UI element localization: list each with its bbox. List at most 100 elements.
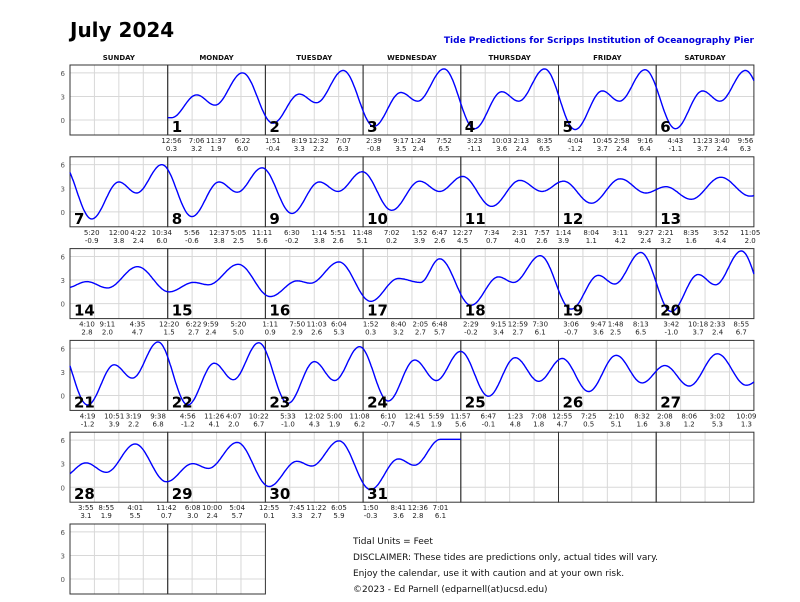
tide-height: 5.3 — [712, 420, 723, 428]
day-number: 14 — [74, 302, 95, 320]
tide-height: 5.1 — [357, 237, 368, 245]
tide-time: 12:36 — [408, 504, 429, 512]
tide-height: 4.0 — [514, 237, 525, 245]
tide-time: 7:34 — [484, 229, 500, 237]
tide-curve — [167, 72, 267, 119]
y-tick-label: 3 — [61, 93, 65, 101]
tide-height: 6.1 — [435, 512, 446, 520]
tide-time: 9:27 — [638, 229, 654, 237]
tide-height: 3.8 — [314, 237, 325, 245]
tide-height: 6.5 — [539, 145, 550, 153]
tide-height: 2.4 — [205, 329, 217, 337]
tide-height: 3.3 — [294, 145, 305, 153]
day-number: 10 — [367, 210, 388, 228]
tide-time: 4:07 — [226, 412, 242, 420]
tide-time: 1:14 — [311, 229, 327, 237]
tide-time: 8:19 — [291, 137, 307, 145]
tide-height: 0.1 — [264, 512, 275, 520]
tide-time: 7:57 — [534, 229, 550, 237]
tide-time: 6:08 — [185, 504, 201, 512]
tide-time: 3:19 — [126, 412, 142, 420]
tide-height: 5.5 — [130, 512, 141, 520]
tide-time: 10:09 — [736, 412, 756, 420]
tide-curve — [655, 176, 755, 201]
tide-time: 12:02 — [304, 412, 324, 420]
tide-time: 11:26 — [204, 412, 225, 420]
day-number: 8 — [172, 210, 182, 228]
tide-height: 3.9 — [109, 420, 120, 428]
tide-time: 7:01 — [433, 504, 449, 512]
tide-time: 8:35 — [683, 229, 699, 237]
tide-height: 3.0 — [187, 512, 198, 520]
tide-time: 9:47 — [590, 321, 606, 329]
units-note: Tidal Units = Feet — [353, 537, 433, 547]
tide-time: 12:56 — [161, 137, 182, 145]
weekday-header: TUESDAY — [296, 54, 333, 62]
tide-height: 2.8 — [81, 329, 92, 337]
tide-time: 1:14 — [556, 229, 572, 237]
tide-height: 2.4 — [207, 512, 219, 520]
tide-curve — [460, 175, 559, 207]
tide-height: 3.9 — [414, 237, 425, 245]
tide-height: 6.8 — [153, 420, 164, 428]
tide-height: 3.5 — [395, 145, 406, 153]
tide-curve — [264, 440, 364, 488]
tide-height: -1.1 — [468, 145, 482, 153]
tide-time: 1:23 — [507, 412, 523, 420]
tide-time: 11:48 — [352, 229, 372, 237]
weekday-header: SUNDAY — [103, 54, 136, 62]
tide-time: 2:08 — [657, 412, 673, 420]
tide-time: 6:04 — [331, 321, 347, 329]
tide-height: -0.2 — [285, 237, 299, 245]
tide-time: 11:57 — [451, 412, 471, 420]
tide-height: 1.9 — [211, 145, 222, 153]
tide-height: 3.7 — [697, 145, 708, 153]
day-number: 24 — [367, 393, 388, 411]
tide-time: 3:52 — [713, 229, 729, 237]
tide-height: -1.0 — [664, 329, 678, 337]
tide-time: 6:47 — [432, 229, 448, 237]
tide-curve — [69, 164, 169, 220]
tide-height: 1.6 — [686, 237, 698, 245]
tide-time: 5:00 — [327, 412, 343, 420]
tide-time: 12:37 — [209, 229, 229, 237]
day-cell — [655, 156, 755, 228]
tide-height: 2.7 — [415, 329, 426, 337]
tide-time: 11:03 — [307, 321, 327, 329]
y-tick-label: 6 — [61, 253, 66, 261]
tide-time: 1:51 — [265, 137, 281, 145]
tide-curve — [557, 251, 657, 310]
tide-time: 12:32 — [309, 137, 329, 145]
tide-time: 7:07 — [335, 137, 351, 145]
tide-height: -0.7 — [564, 329, 578, 337]
tide-time: 7:30 — [532, 321, 548, 329]
tide-height: -1.2 — [568, 145, 582, 153]
tide-time: 1:11 — [262, 321, 278, 329]
y-tick-label: 0 — [61, 209, 65, 217]
tide-height: 2.8 — [412, 512, 423, 520]
tide-height: -1.2 — [81, 420, 95, 428]
y-tick-label: 6 — [61, 437, 66, 445]
tide-curve — [362, 171, 461, 212]
tide-curve — [557, 68, 657, 131]
tide-height: -0.1 — [482, 420, 496, 428]
tide-height: -0.4 — [266, 145, 280, 153]
tide-height: -0.8 — [367, 145, 381, 153]
tide-time: 1:48 — [608, 321, 624, 329]
tide-time: 4:19 — [80, 412, 96, 420]
tide-height: 0.7 — [161, 512, 172, 520]
y-tick-label: 0 — [61, 484, 65, 492]
tide-time: 10:00 — [202, 504, 222, 512]
tide-time: 7:08 — [531, 412, 547, 420]
y-tick-label: 3 — [61, 185, 65, 193]
day-number: 23 — [269, 393, 290, 411]
y-tick-label: 6 — [61, 529, 66, 537]
tide-time: 12:27 — [453, 229, 473, 237]
tide-height: 5.1 — [611, 420, 622, 428]
tide-time: 3:55 — [78, 504, 94, 512]
y-tick-label: 3 — [61, 369, 65, 377]
tide-height: 2.4 — [712, 329, 724, 337]
y-tick-label: 0 — [61, 392, 65, 400]
day-cell — [655, 431, 755, 503]
tide-time: 9:11 — [100, 321, 116, 329]
